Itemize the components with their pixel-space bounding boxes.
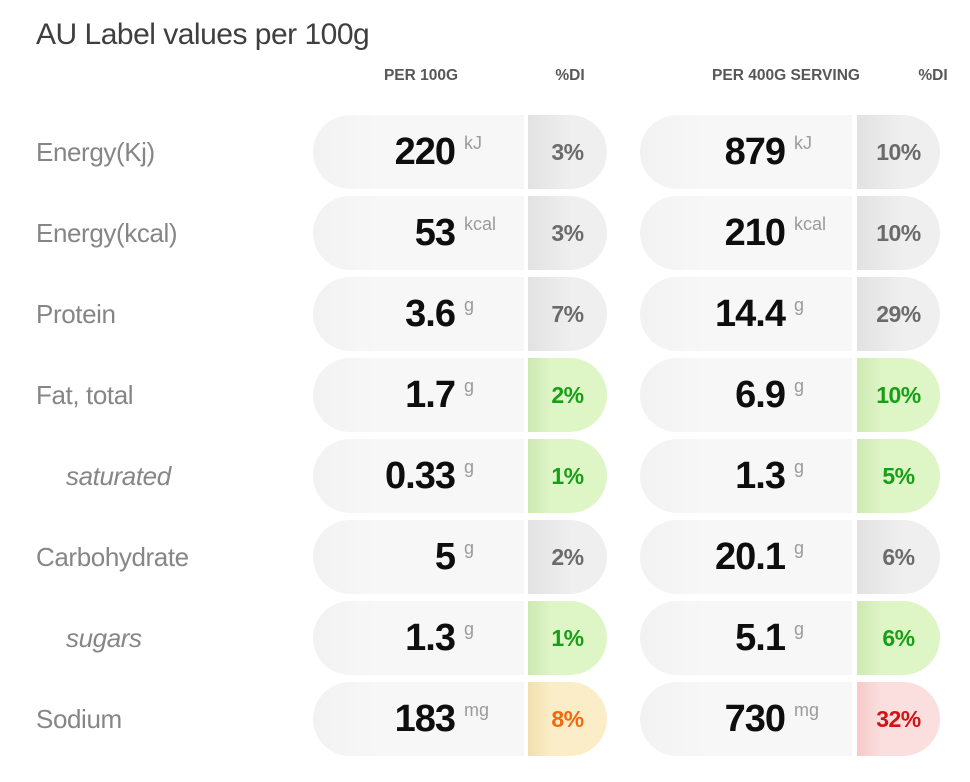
per400-unit: mg — [794, 699, 820, 720]
table-row-fat-total: Fat, total 1.7 g 2% 6.9 g 10% — [0, 358, 970, 432]
per400-value: 879 — [724, 131, 786, 173]
nutrient-label: Carbohydrate — [36, 541, 189, 572]
per400-unit: g — [794, 618, 805, 639]
per100-unit: g — [464, 618, 475, 639]
table-row-energy-kj: Energy(Kj) 220 kJ 3% 879 kJ 10% — [0, 115, 970, 189]
per100-value: 5 — [434, 536, 456, 578]
per400-di-badge: 5% — [857, 439, 940, 513]
per400-di-badge: 6% — [857, 601, 940, 675]
per400-value-pill: 730 mg — [640, 682, 852, 756]
per400-value: 20.1 — [715, 536, 786, 578]
column-header-di-per400: %DI — [918, 67, 948, 84]
per400-value-pill: 210 kcal — [640, 196, 852, 270]
nutrient-rows: Energy(Kj) 220 kJ 3% 879 kJ 10% Energy(k… — [0, 115, 970, 756]
per100-di-badge: 1% — [528, 439, 607, 513]
per100-di-badge: 2% — [528, 520, 607, 594]
per400-value-pill: 20.1 g — [640, 520, 852, 594]
per400-value: 5.1 — [735, 617, 786, 659]
nutrient-label: Fat, total — [36, 379, 134, 410]
per400-value: 210 — [724, 212, 786, 254]
per100-value-pill: 0.33 g — [313, 439, 524, 513]
per100-value-pill: 5 g — [313, 520, 524, 594]
column-gap — [607, 682, 640, 756]
column-header-di-per100: %DI — [555, 67, 585, 84]
table-row-carbohydrate: Carbohydrate 5 g 2% 20.1 g 6% — [0, 520, 970, 594]
per400-unit: g — [794, 456, 805, 477]
per400-value-pill: 1.3 g — [640, 439, 852, 513]
per400-unit: kcal — [794, 213, 827, 234]
per100-value: 53 — [414, 212, 456, 254]
per100-value: 1.7 — [405, 374, 456, 416]
per100-unit: mg — [464, 699, 490, 720]
per100-unit: g — [464, 294, 475, 315]
per400-value-pill: 5.1 g — [640, 601, 852, 675]
per400-value-pill: 879 kJ — [640, 115, 852, 189]
per100-di-badge: 8% — [528, 682, 607, 756]
per100-di-badge: 2% — [528, 358, 607, 432]
per100-unit: kJ — [464, 132, 482, 153]
per400-value-pill: 6.9 g — [640, 358, 852, 432]
per100-di-badge: 1% — [528, 601, 607, 675]
nutrient-label: Energy(Kj) — [36, 136, 155, 167]
per400-di-badge: 10% — [857, 115, 940, 189]
per400-value: 1.3 — [735, 455, 786, 497]
per100-value: 183 — [394, 698, 456, 740]
per400-di-badge: 10% — [857, 358, 940, 432]
per100-unit: g — [464, 537, 475, 558]
page-title: AU Label values per 100g — [36, 18, 370, 51]
per100-value: 3.6 — [405, 293, 456, 335]
per100-value-pill: 220 kJ — [313, 115, 524, 189]
per100-value: 0.33 — [385, 455, 456, 497]
column-gap — [607, 277, 640, 351]
per100-di-badge: 3% — [528, 196, 607, 270]
per100-unit: g — [464, 375, 475, 396]
nutrient-label-sub: sugars — [66, 622, 142, 653]
table-row-sugars: sugars 1.3 g 1% 5.1 g 6% — [0, 601, 970, 675]
column-header-per400: PER 400G SERVING — [712, 67, 860, 84]
per400-unit: g — [794, 294, 805, 315]
per100-value-pill: 1.7 g — [313, 358, 524, 432]
table-row-energy-kcal: Energy(kcal) 53 kcal 3% 210 kcal 10% — [0, 196, 970, 270]
per400-value: 6.9 — [735, 374, 786, 416]
per400-unit: g — [794, 537, 805, 558]
per400-value: 730 — [724, 698, 786, 740]
per100-value-pill: 1.3 g — [313, 601, 524, 675]
column-header-per100: PER 100G — [383, 67, 459, 84]
per100-value-pill: 3.6 g — [313, 277, 524, 351]
table-row-sodium: Sodium 183 mg 8% 730 mg 32% — [0, 682, 970, 756]
per400-di-badge: 32% — [857, 682, 940, 756]
nutrient-label: Energy(kcal) — [36, 217, 178, 248]
per100-unit: kcal — [464, 213, 497, 234]
column-gap — [607, 358, 640, 432]
column-headers: PER 100G %DI PER 400G SERVING %DI — [0, 67, 970, 89]
per100-value-pill: 53 kcal — [313, 196, 524, 270]
per400-di-badge: 10% — [857, 196, 940, 270]
per100-unit: g — [464, 456, 475, 477]
per400-di-badge: 29% — [857, 277, 940, 351]
per400-unit: kJ — [794, 132, 812, 153]
column-gap — [607, 601, 640, 675]
per100-di-badge: 3% — [528, 115, 607, 189]
per100-value-pill: 183 mg — [313, 682, 524, 756]
nutrient-label: Sodium — [36, 703, 122, 734]
nutrient-label-sub: saturated — [66, 460, 171, 491]
per100-value: 220 — [394, 131, 456, 173]
table-row-saturated: saturated 0.33 g 1% 1.3 g 5% — [0, 439, 970, 513]
column-gap — [607, 196, 640, 270]
per400-di-badge: 6% — [857, 520, 940, 594]
table-row-protein: Protein 3.6 g 7% 14.4 g 29% — [0, 277, 970, 351]
per400-value: 14.4 — [715, 293, 786, 335]
per100-value: 1.3 — [405, 617, 456, 659]
column-gap — [607, 520, 640, 594]
column-gap — [607, 439, 640, 513]
nutrition-panel: AU Label values per 100g PER 100G %DI PE… — [0, 18, 970, 756]
column-gap — [607, 115, 640, 189]
per100-di-badge: 7% — [528, 277, 607, 351]
nutrient-label: Protein — [36, 298, 116, 329]
per400-value-pill: 14.4 g — [640, 277, 852, 351]
per400-unit: g — [794, 375, 805, 396]
